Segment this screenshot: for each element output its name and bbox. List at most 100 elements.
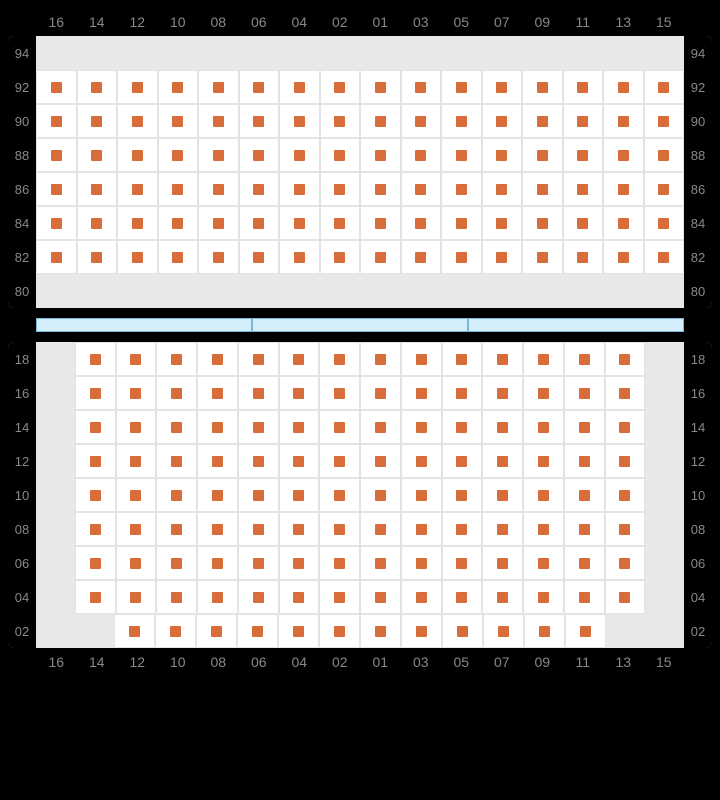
seat-cell[interactable] — [482, 206, 523, 240]
seat-cell[interactable] — [320, 172, 361, 206]
seat-cell[interactable] — [401, 240, 442, 274]
seat-cell[interactable] — [239, 240, 280, 274]
seat-cell[interactable] — [36, 206, 77, 240]
seat-cell[interactable] — [197, 342, 238, 376]
seat-cell[interactable] — [523, 478, 564, 512]
seat-cell[interactable] — [360, 580, 401, 614]
seat-cell[interactable] — [319, 478, 360, 512]
seat-cell[interactable] — [239, 172, 280, 206]
seat-cell[interactable] — [279, 104, 320, 138]
seat-cell[interactable] — [116, 342, 157, 376]
seat-cell[interactable] — [360, 70, 401, 104]
seat-cell[interactable] — [523, 342, 564, 376]
seat-cell[interactable] — [77, 138, 118, 172]
seat-cell[interactable] — [482, 512, 523, 546]
seat-cell[interactable] — [360, 512, 401, 546]
seat-cell[interactable] — [279, 376, 320, 410]
seat-cell[interactable] — [197, 376, 238, 410]
seat-cell[interactable] — [239, 206, 280, 240]
seat-cell[interactable] — [605, 410, 646, 444]
seat-cell[interactable] — [238, 376, 279, 410]
seat-cell[interactable] — [36, 104, 77, 138]
seat-cell[interactable] — [441, 138, 482, 172]
seat-cell[interactable] — [401, 172, 442, 206]
seat-cell[interactable] — [239, 104, 280, 138]
seat-cell[interactable] — [603, 206, 644, 240]
seat-cell[interactable] — [442, 376, 483, 410]
seat-cell[interactable] — [360, 478, 401, 512]
seat-cell[interactable] — [360, 206, 401, 240]
seat-cell[interactable] — [564, 444, 605, 478]
seat-cell[interactable] — [158, 240, 199, 274]
seat-cell[interactable] — [238, 478, 279, 512]
seat-cell[interactable] — [239, 70, 280, 104]
seat-cell[interactable] — [442, 512, 483, 546]
seat-cell[interactable] — [563, 172, 604, 206]
seat-cell[interactable] — [523, 376, 564, 410]
seat-cell[interactable] — [605, 444, 646, 478]
seat-cell[interactable] — [239, 138, 280, 172]
seat-cell[interactable] — [401, 444, 442, 478]
seat-cell[interactable] — [603, 172, 644, 206]
seat-cell[interactable] — [523, 580, 564, 614]
seat-cell[interactable] — [117, 206, 158, 240]
seat-cell[interactable] — [116, 580, 157, 614]
seat-cell[interactable] — [401, 342, 442, 376]
seat-cell[interactable] — [319, 410, 360, 444]
seat-cell[interactable] — [320, 104, 361, 138]
seat-cell[interactable] — [75, 376, 116, 410]
seat-cell[interactable] — [482, 104, 523, 138]
seat-cell[interactable] — [442, 614, 483, 648]
seat-cell[interactable] — [605, 376, 646, 410]
seat-cell[interactable] — [522, 240, 563, 274]
seat-cell[interactable] — [401, 478, 442, 512]
seat-cell[interactable] — [564, 410, 605, 444]
seat-cell[interactable] — [117, 240, 158, 274]
seat-cell[interactable] — [75, 342, 116, 376]
seat-cell[interactable] — [279, 206, 320, 240]
seat-cell[interactable] — [644, 138, 685, 172]
seat-cell[interactable] — [482, 342, 523, 376]
seat-cell[interactable] — [197, 410, 238, 444]
seat-cell[interactable] — [523, 444, 564, 478]
seat-cell[interactable] — [360, 614, 401, 648]
seat-cell[interactable] — [644, 70, 685, 104]
seat-cell[interactable] — [117, 172, 158, 206]
seat-cell[interactable] — [564, 512, 605, 546]
seat-cell[interactable] — [442, 478, 483, 512]
seat-cell[interactable] — [522, 206, 563, 240]
seat-cell[interactable] — [401, 376, 442, 410]
seat-cell[interactable] — [401, 546, 442, 580]
seat-cell[interactable] — [605, 512, 646, 546]
seat-cell[interactable] — [401, 70, 442, 104]
seat-cell[interactable] — [158, 70, 199, 104]
seat-cell[interactable] — [116, 376, 157, 410]
seat-cell[interactable] — [524, 614, 565, 648]
seat-cell[interactable] — [117, 104, 158, 138]
seat-cell[interactable] — [158, 138, 199, 172]
seat-cell[interactable] — [442, 444, 483, 478]
seat-cell[interactable] — [279, 342, 320, 376]
seat-cell[interactable] — [320, 70, 361, 104]
seat-cell[interactable] — [116, 512, 157, 546]
seat-cell[interactable] — [156, 342, 197, 376]
seat-cell[interactable] — [482, 70, 523, 104]
seat-cell[interactable] — [319, 546, 360, 580]
seat-cell[interactable] — [156, 512, 197, 546]
seat-cell[interactable] — [319, 444, 360, 478]
seat-cell[interactable] — [116, 410, 157, 444]
seat-cell[interactable] — [442, 580, 483, 614]
seat-cell[interactable] — [482, 376, 523, 410]
seat-cell[interactable] — [522, 172, 563, 206]
seat-cell[interactable] — [442, 546, 483, 580]
seat-cell[interactable] — [482, 444, 523, 478]
seat-cell[interactable] — [319, 614, 360, 648]
seat-cell[interactable] — [75, 580, 116, 614]
seat-cell[interactable] — [156, 444, 197, 478]
seat-cell[interactable] — [279, 546, 320, 580]
seat-cell[interactable] — [401, 410, 442, 444]
seat-cell[interactable] — [279, 410, 320, 444]
seat-cell[interactable] — [441, 206, 482, 240]
seat-cell[interactable] — [279, 580, 320, 614]
seat-cell[interactable] — [360, 342, 401, 376]
